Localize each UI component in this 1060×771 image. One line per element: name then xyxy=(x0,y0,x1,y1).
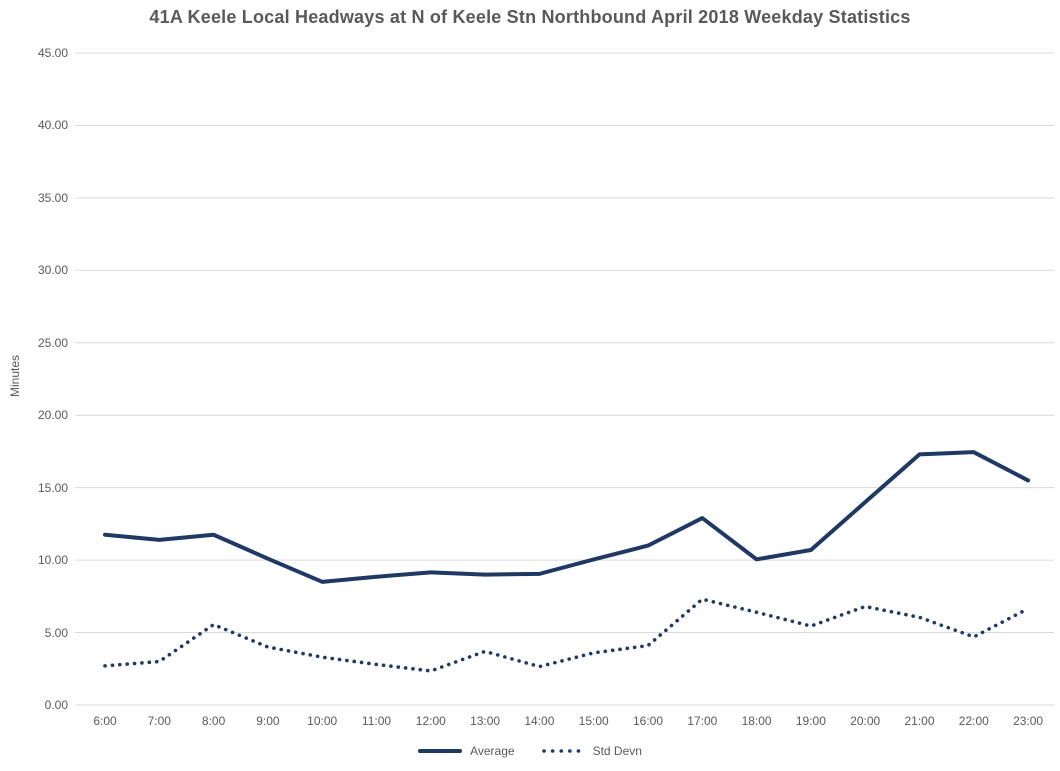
x-tick-label: 13:00 xyxy=(470,714,501,728)
y-tick-label: 5.00 xyxy=(44,625,68,640)
x-tick-label: 18:00 xyxy=(741,714,772,728)
x-tick-label: 12:00 xyxy=(415,714,446,728)
x-tick-label: 21:00 xyxy=(904,714,935,728)
x-tick-label: 10:00 xyxy=(307,714,338,728)
legend-label-average: Average xyxy=(470,744,515,758)
x-tick-label: 23:00 xyxy=(1013,714,1044,728)
std-devn-line-swatch xyxy=(541,749,585,753)
y-tick-label: 15.00 xyxy=(37,480,68,495)
x-tick-label: 22:00 xyxy=(958,714,989,728)
legend: Average Std Devn xyxy=(0,744,1060,758)
legend-item-std-devn: Std Devn xyxy=(541,744,642,758)
x-tick-label: 7:00 xyxy=(147,714,171,728)
average-line xyxy=(103,450,1031,584)
y-tick-label: 40.00 xyxy=(37,118,68,133)
x-tick-label: 9:00 xyxy=(256,714,280,728)
y-tick-label: 20.00 xyxy=(37,408,68,423)
x-tick-label: 20:00 xyxy=(850,714,881,728)
legend-label-std-devn: Std Devn xyxy=(592,744,642,758)
x-tick-label: 11:00 xyxy=(361,714,392,728)
average-line-swatch xyxy=(418,749,463,753)
y-tick-label: 25.00 xyxy=(37,335,68,350)
legend-item-average: Average xyxy=(418,744,515,758)
x-tick-label: 16:00 xyxy=(632,714,664,728)
x-tick-label: 14:00 xyxy=(524,714,555,728)
y-tick-label: 35.00 xyxy=(37,190,68,205)
y-tick-label: 0.00 xyxy=(44,698,68,712)
std-devn-line xyxy=(103,597,1030,673)
x-tick-label: 17:00 xyxy=(687,714,718,728)
x-tick-label: 15:00 xyxy=(578,714,609,728)
y-tick-label: 30.00 xyxy=(37,263,68,278)
chart-title: 41A Keele Local Headways at N of Keele S… xyxy=(149,7,911,27)
y-tick-label: 10.00 xyxy=(37,553,68,568)
y-tick-label: 45.00 xyxy=(37,46,68,60)
x-tick-label: 6:00 xyxy=(93,714,117,728)
x-tick-label: 8:00 xyxy=(201,714,226,728)
x-tick-label: 19:00 xyxy=(795,714,826,728)
